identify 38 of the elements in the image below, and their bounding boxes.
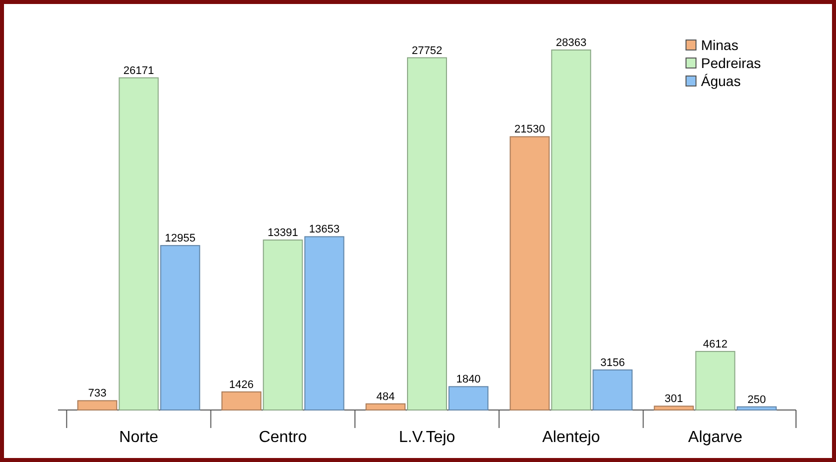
bar — [654, 406, 694, 410]
data-label: 13391 — [268, 227, 298, 240]
data-label: 250 — [748, 394, 766, 406]
bar — [695, 350, 736, 410]
x-tick-label: Centro — [258, 429, 307, 446]
data-label: 3156 — [600, 356, 625, 369]
data-label: 1426 — [229, 378, 254, 391]
bar — [510, 136, 550, 410]
x-tick-label: L.V.Tejo — [398, 429, 456, 446]
bar — [366, 403, 406, 410]
data-label: 733 — [88, 388, 106, 400]
data-label: 484 — [376, 390, 395, 403]
bar — [551, 50, 592, 410]
bar — [77, 400, 118, 410]
bar — [448, 386, 488, 410]
data-label: 26171 — [123, 64, 154, 77]
x-tick-label: Norte — [119, 429, 158, 446]
legend-label: Pedreiras — [701, 55, 761, 71]
data-label: 1840 — [456, 374, 481, 386]
bar — [736, 406, 777, 410]
data-label: 12955 — [164, 232, 196, 245]
data-label: 28363 — [556, 37, 586, 49]
data-label: 27752 — [412, 44, 442, 57]
data-label: 4612 — [703, 338, 728, 350]
x-tick-label: Algarve — [688, 429, 743, 446]
bar — [304, 236, 344, 410]
x-tick-label: Alentejo — [542, 429, 600, 446]
bar — [160, 245, 200, 410]
legend-label: Águas — [701, 73, 741, 89]
data-label: 21530 — [514, 124, 545, 136]
bar — [262, 240, 303, 410]
bar — [407, 57, 447, 410]
bar — [221, 391, 262, 410]
bar — [118, 77, 159, 410]
data-label: 13653 — [309, 224, 340, 236]
data-label: 301 — [664, 393, 684, 406]
legend-label: Minas — [701, 37, 738, 53]
bar — [592, 369, 633, 410]
